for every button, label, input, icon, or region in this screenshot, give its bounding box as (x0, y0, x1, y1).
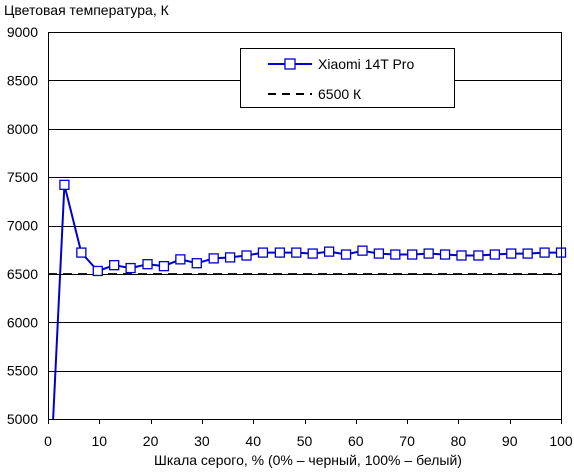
x-tick-label: 80 (451, 433, 467, 449)
data-point (274, 247, 286, 258)
series-layer (48, 179, 567, 420)
data-point (257, 247, 269, 258)
x-tick-label: 30 (194, 433, 210, 449)
data-point (390, 249, 401, 260)
y-tick-label: 8500 (7, 72, 38, 88)
data-point (439, 249, 451, 260)
y-tick-label: 8000 (7, 121, 38, 137)
data-point (357, 245, 368, 256)
legend-label-series: Xiaomi 14T Pro (318, 56, 414, 72)
data-point (142, 259, 153, 270)
y-tick-label: 9000 (7, 24, 38, 40)
x-tick-label: 10 (92, 433, 108, 449)
y-tick-labels: 5000 5500 6000 6500 7000 7500 8000 8500 9000 (7, 24, 38, 427)
data-point (109, 260, 120, 271)
series-line-lead (52, 184, 66, 420)
data-point (407, 249, 418, 260)
data-point (373, 248, 385, 259)
legend-box (240, 48, 455, 108)
x-tick-label: 40 (245, 433, 261, 449)
x-tick-label: 90 (502, 433, 518, 449)
data-point (423, 248, 434, 259)
data-point (92, 265, 103, 277)
data-point (125, 262, 136, 274)
data-point (191, 258, 202, 269)
data-point (506, 248, 517, 259)
data-point (291, 247, 302, 258)
data-point (158, 260, 170, 272)
data-point (175, 254, 186, 265)
y-tick-label: 7000 (7, 218, 38, 234)
x-tick-label: 100 (549, 433, 573, 449)
y-tick-label: 6000 (7, 314, 38, 330)
legend-marker-series (284, 58, 296, 70)
data-point (307, 248, 318, 259)
x-tick-label: 50 (297, 433, 313, 449)
data-point (456, 250, 467, 261)
data-point (59, 179, 70, 191)
legend-label-reference: 6500 К (318, 86, 362, 102)
y-tick-label: 5000 (7, 411, 38, 427)
data-point (224, 252, 236, 263)
data-point (241, 250, 252, 261)
data-point (473, 250, 484, 261)
y-tick-label: 6500 (7, 266, 38, 282)
data-point (522, 248, 533, 259)
y-axis-title: Цветовая температура, К (4, 2, 170, 18)
data-point (76, 247, 87, 258)
data-point (323, 246, 335, 257)
x-tick-labels: 0 10 20 30 40 50 60 70 80 90 100 (44, 419, 573, 449)
plot-frame (48, 32, 562, 420)
x-tick-label: 70 (399, 433, 415, 449)
x-tick-label: 20 (143, 433, 159, 449)
data-point (489, 249, 500, 260)
y-tick-label: 5500 (7, 363, 38, 379)
y-tick-label: 7500 (7, 169, 38, 185)
x-tick-label: 0 (44, 433, 52, 449)
legend: Xiaomi 14T Pro 6500 К (240, 48, 455, 108)
data-point (539, 247, 550, 258)
data-point (340, 249, 352, 260)
data-point (208, 253, 219, 264)
x-axis-title: Шкала серого, % (0% – черный, 100% – бел… (154, 452, 462, 468)
x-tick-label: 60 (348, 433, 364, 449)
